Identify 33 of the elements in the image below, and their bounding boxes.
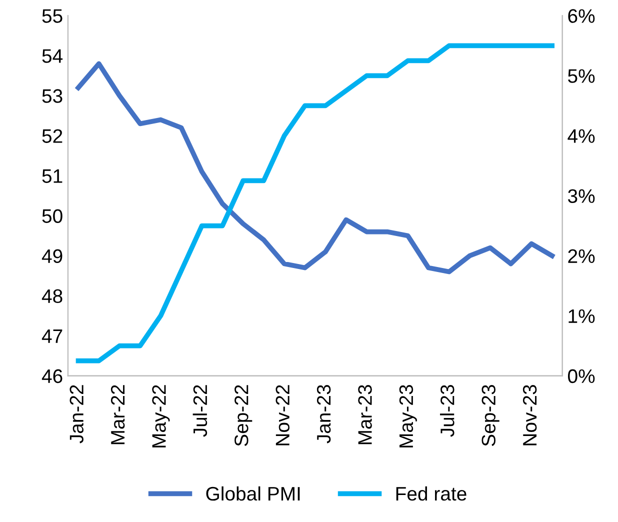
y2-tick-label: 3%: [568, 189, 595, 203]
y2-tick-label: 1%: [568, 309, 595, 323]
y-tick-label: 51: [42, 169, 62, 183]
y-tick-label: 47: [42, 329, 62, 343]
y2-tick-label: 2%: [568, 249, 595, 263]
x-tick-label: Sep-23: [482, 385, 500, 446]
y-tick-label: 54: [42, 49, 63, 63]
y2-tick-label: 5%: [568, 69, 595, 83]
x-tick-label: Jul-23: [440, 385, 454, 437]
y2-tick-label: 6%: [568, 9, 595, 23]
x-tick-label: Sep-22: [234, 385, 252, 446]
y-tick-label: 46: [42, 369, 62, 384]
x-tick-label: Jul-22: [192, 385, 208, 437]
y-tick-label: 53: [42, 89, 62, 103]
y2-tick-label: 4%: [568, 129, 595, 143]
legend-label: Global PMI: [206, 486, 300, 501]
legend-label: Fed rate: [396, 486, 466, 501]
x-tick-label: Mar-23: [358, 385, 372, 444]
x-tick-label: May-23: [399, 385, 417, 448]
y-tick-label: 49: [42, 249, 62, 264]
x-tick-label: Nov-22: [276, 385, 290, 446]
y2-tick-label: 0%: [568, 369, 595, 384]
line-series: [76, 61, 555, 274]
y-tick-label: 48: [42, 289, 62, 304]
x-tick-label: Mar-22: [110, 385, 125, 444]
x-tick-label: Jan-23: [316, 385, 331, 444]
x-tick-label: Jan-22: [70, 385, 84, 444]
x-tick-label: Nov-23: [522, 385, 537, 446]
y-tick-label: 50: [42, 209, 62, 223]
y-tick-label: 55: [42, 9, 62, 23]
line-series: [76, 43, 555, 364]
x-tick-label: May-22: [152, 385, 170, 448]
y-tick-label: 52: [42, 129, 62, 143]
